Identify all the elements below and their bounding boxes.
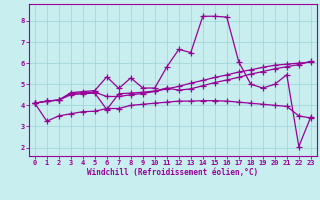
X-axis label: Windchill (Refroidissement éolien,°C): Windchill (Refroidissement éolien,°C) [87, 168, 258, 177]
